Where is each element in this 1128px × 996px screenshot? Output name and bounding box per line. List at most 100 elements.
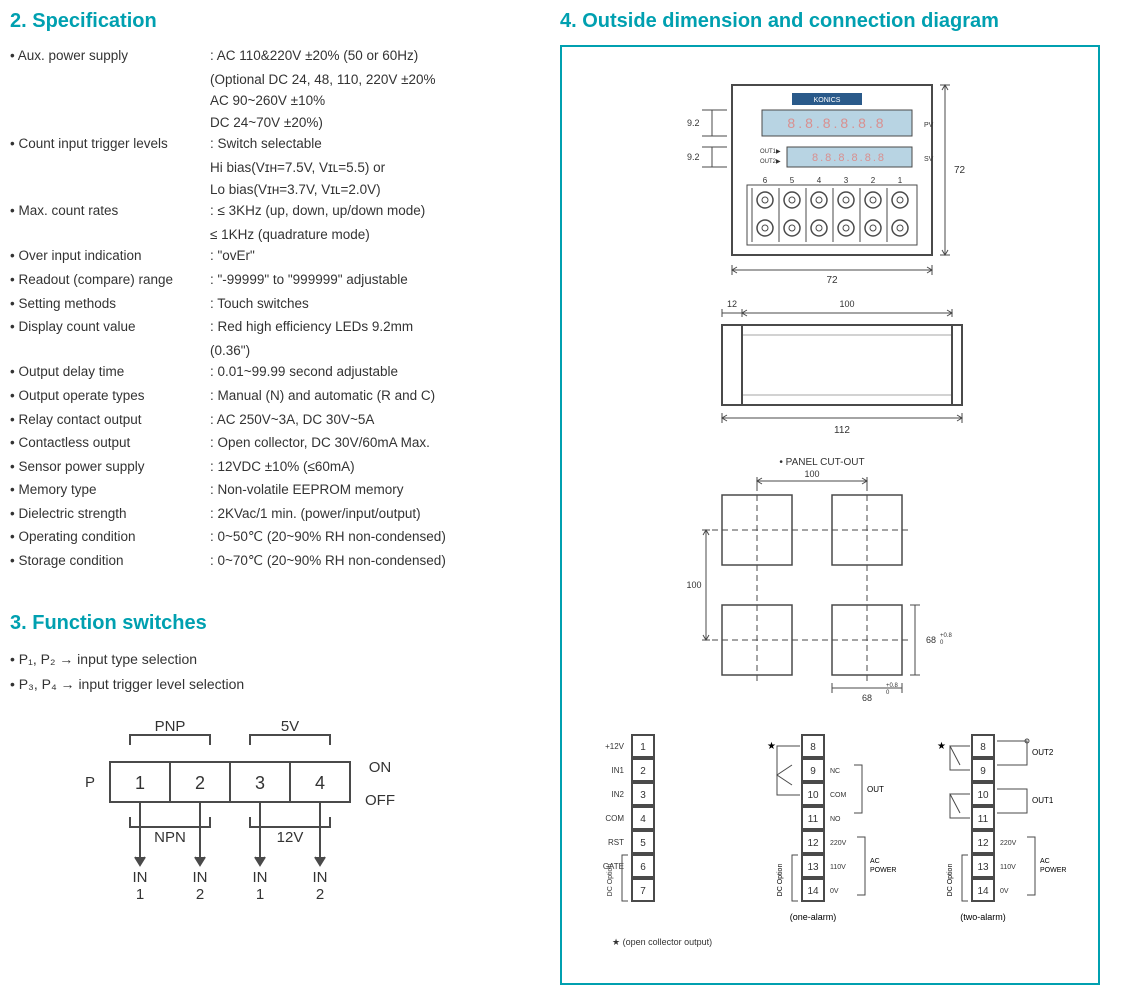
svg-text:9.2: 9.2	[687, 152, 700, 162]
spec-row: • Over input indication: "ovEr"	[10, 245, 530, 267]
svg-text:13: 13	[807, 862, 819, 873]
spec-row: • Output delay time: 0.01~99.99 second a…	[10, 361, 530, 383]
svg-text:NC: NC	[830, 768, 840, 775]
svg-text:0: 0	[940, 640, 944, 646]
svg-text:112: 112	[834, 425, 850, 436]
svg-text:★: ★	[937, 741, 946, 752]
spec-row: • Max. count rates: ≤ 3KHz (up, down, up…	[10, 200, 530, 222]
svg-text:COM: COM	[830, 792, 847, 799]
svg-text:5: 5	[790, 176, 795, 185]
svg-text:IN2: IN2	[612, 790, 625, 799]
function-line: • P₃, P₄ → input trigger level selection	[10, 672, 530, 697]
svg-text:1: 1	[256, 886, 264, 903]
spec-subvalue: AC 90~260V ±10%	[210, 90, 530, 112]
spec-row: • Setting methods: Touch switches	[10, 293, 530, 315]
svg-text:+0.8: +0.8	[886, 683, 899, 689]
svg-text:8.8.8.8.8.8: 8.8.8.8.8.8	[812, 152, 886, 164]
svg-text:11: 11	[808, 814, 819, 825]
spec-row: • Output operate types: Manual (N) and a…	[10, 385, 530, 407]
svg-text:68: 68	[926, 635, 936, 645]
svg-text:5V: 5V	[281, 718, 299, 735]
svg-text:NO: NO	[830, 816, 841, 823]
svg-text:4: 4	[817, 176, 822, 185]
svg-text:14: 14	[977, 886, 989, 897]
svg-text:DC Option: DC Option	[947, 864, 954, 897]
section2-title: 2. Specification	[10, 10, 530, 33]
svg-text:3: 3	[255, 773, 265, 793]
svg-text:IN1: IN1	[612, 766, 625, 775]
svg-text:★: ★	[767, 741, 776, 752]
svg-text:72: 72	[954, 165, 966, 176]
svg-text:2: 2	[640, 766, 646, 777]
svg-text:DC Option: DC Option	[607, 864, 614, 897]
function-line: • P₁, P₂ → input type selection	[10, 647, 530, 672]
spec-subvalue: Lo bias(Vɪʜ=3.7V, Vɪʟ=2.0V)	[210, 179, 530, 201]
spec-list: • Aux. power supply: AC 110&220V ±20% (5…	[10, 45, 530, 572]
spec-subvalue: DC 24~70V ±20%)	[210, 112, 530, 134]
svg-text:9: 9	[980, 766, 986, 777]
svg-text:ON: ON	[369, 759, 392, 776]
svg-text:IN: IN	[313, 869, 328, 886]
spec-row: • Aux. power supply: AC 110&220V ±20% (5…	[10, 45, 530, 67]
svg-text:100: 100	[839, 299, 854, 309]
svg-text:8.8.8.8.8.8: 8.8.8.8.8.8	[787, 115, 886, 131]
svg-text:IN: IN	[253, 869, 268, 886]
svg-text:72: 72	[826, 275, 838, 286]
svg-text:220V: 220V	[1000, 840, 1017, 847]
svg-text:OFF: OFF	[365, 792, 395, 809]
svg-text:5: 5	[640, 838, 646, 849]
svg-text:OUT2: OUT2	[1032, 748, 1054, 757]
svg-text:1: 1	[136, 886, 144, 903]
svg-text:PV: PV	[924, 122, 934, 129]
svg-text:POWER: POWER	[870, 867, 896, 874]
svg-text:PNP: PNP	[155, 718, 186, 735]
svg-text:+12V: +12V	[605, 742, 625, 751]
svg-text:100: 100	[804, 469, 819, 479]
svg-text:2: 2	[196, 886, 204, 903]
svg-text:6: 6	[640, 862, 646, 873]
svg-text:10: 10	[977, 790, 989, 801]
svg-text:0: 0	[886, 690, 890, 696]
svg-text:AC: AC	[1040, 858, 1050, 865]
svg-text:7: 7	[640, 886, 646, 897]
spec-subvalue: (Optional DC 24, 48, 110, 220V ±20%	[210, 69, 530, 91]
spec-row: • Storage condition: 0~70℃ (20~90% RH no…	[10, 550, 530, 572]
svg-text:100: 100	[686, 580, 701, 590]
svg-text:3: 3	[640, 790, 646, 801]
svg-text:OUT1▶: OUT1▶	[760, 149, 781, 155]
svg-text:★ (open collector output): ★ (open collector output)	[612, 937, 712, 947]
svg-text:1: 1	[640, 742, 646, 753]
svg-text:• PANEL CUT-OUT: • PANEL CUT-OUT	[779, 457, 864, 468]
svg-text:2: 2	[316, 886, 324, 903]
svg-text:OUT2▶: OUT2▶	[760, 159, 781, 165]
svg-text:14: 14	[807, 886, 819, 897]
svg-text:12: 12	[727, 299, 737, 309]
svg-text:68: 68	[862, 693, 872, 703]
svg-text:AC: AC	[870, 858, 880, 865]
svg-text:12V: 12V	[277, 829, 304, 846]
spec-subvalue: Hi bias(Vɪʜ=7.5V, Vɪʟ=5.5) or	[210, 157, 530, 179]
svg-text:1: 1	[135, 773, 145, 793]
svg-text:12: 12	[807, 838, 819, 849]
svg-text:220V: 220V	[830, 840, 847, 847]
svg-text:9: 9	[810, 766, 816, 777]
svg-text:IN: IN	[133, 869, 148, 886]
svg-text:8: 8	[810, 742, 816, 753]
svg-text:12: 12	[977, 838, 989, 849]
section3-title: 3. Function switches	[10, 612, 530, 635]
svg-text:2: 2	[871, 176, 876, 185]
svg-text:1: 1	[898, 176, 903, 185]
svg-text:DC Option: DC Option	[777, 864, 784, 897]
spec-subvalue: ≤ 1KHz (quadrature mode)	[210, 224, 530, 246]
svg-text:110V: 110V	[830, 864, 846, 871]
function-switch-text: • P₁, P₂ → input type selection• P₃, P₄ …	[10, 647, 530, 697]
svg-text:RST: RST	[608, 838, 624, 847]
svg-text:2: 2	[195, 773, 205, 793]
spec-subvalue: (0.36")	[210, 340, 530, 362]
svg-text:0V: 0V	[1000, 888, 1009, 895]
svg-text:(two-alarm): (two-alarm)	[960, 912, 1006, 922]
svg-text:9.2: 9.2	[687, 118, 700, 128]
spec-row: • Display count value: Red high efficien…	[10, 316, 530, 338]
spec-row: • Count input trigger levels: Switch sel…	[10, 133, 530, 155]
spec-row: • Relay contact output: AC 250V~3A, DC 3…	[10, 409, 530, 431]
